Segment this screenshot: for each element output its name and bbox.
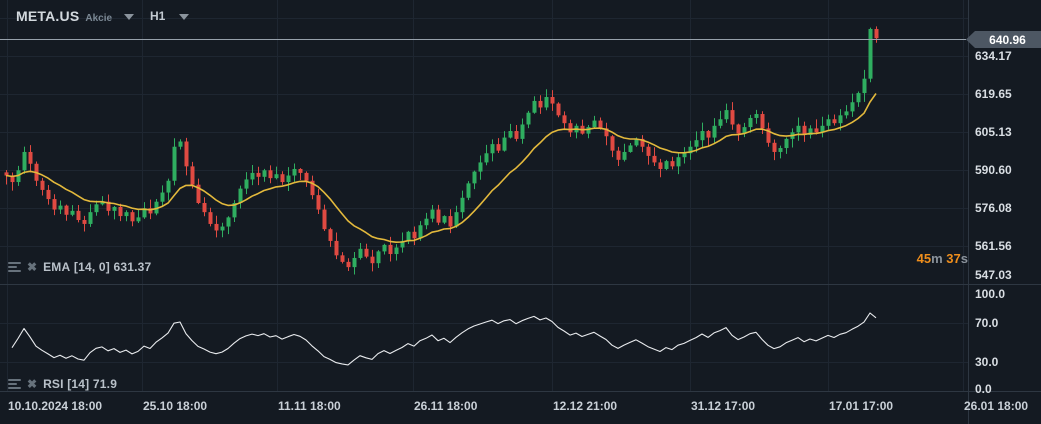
price-axis-tick: 576.08 xyxy=(975,201,1012,215)
time-axis-tick: 12.12 21:00 xyxy=(553,399,618,413)
ema-indicator-row: ✖ EMA [14, 0] 631.37 xyxy=(8,260,151,274)
asset-class-label: Akcie xyxy=(85,13,113,24)
indicator-remove-icon[interactable]: ✖ xyxy=(27,377,38,391)
chevron-down-icon xyxy=(124,14,135,20)
indicator-settings-icon[interactable] xyxy=(8,260,21,274)
time-axis-tick: 25.10 18:00 xyxy=(143,399,208,413)
indicator-remove-icon[interactable]: ✖ xyxy=(27,260,38,274)
time-axis-tick: 31.12 17:00 xyxy=(691,399,756,413)
timeframe-selector[interactable]: H1 xyxy=(150,9,190,23)
symbol-selector[interactable]: META.US Akcie xyxy=(16,8,135,24)
rsi-indicator-row: ✖ RSI [14] 71.9 xyxy=(8,377,117,391)
price-axis-tick: 634.17 xyxy=(975,49,1012,63)
candle-countdown: 45m 37s xyxy=(916,251,968,266)
rsi-value: 71.9 xyxy=(92,377,118,391)
rsi-axis-tick: 70.0 xyxy=(975,316,999,330)
indicator-settings-icon[interactable] xyxy=(8,377,21,391)
price-axis-tick: 561.56 xyxy=(975,239,1012,253)
ema-value: 631.37 xyxy=(113,260,152,274)
rsi-axis-tick: 100.0 xyxy=(975,287,1006,301)
time-axis-tick: 11.11 18:00 xyxy=(278,399,341,413)
price-axis-tick: 590.60 xyxy=(975,163,1012,177)
timeframe-label: H1 xyxy=(150,9,166,23)
rsi-axis-tick: 30.0 xyxy=(975,355,999,369)
rsi-axis-tick: 0.0 xyxy=(975,382,992,396)
time-axis-tick: 10.10.2024 18:00 xyxy=(8,399,103,413)
chevron-down-icon xyxy=(179,14,190,20)
current-price-badge: 640.96 xyxy=(966,31,1041,48)
ema-label: EMA [14, 0] 631.37 xyxy=(43,260,152,274)
rsi-label: RSI [14] 71.9 xyxy=(43,377,118,391)
price-axis-tick: 619.65 xyxy=(975,87,1012,101)
time-axis-tick: 26.11 18:00 xyxy=(414,399,478,413)
price-axis-tick: 547.03 xyxy=(975,268,1012,282)
price-axis-tick: 605.13 xyxy=(975,125,1012,139)
symbol-name: META.US xyxy=(16,8,80,24)
time-axis-tick: 17.01 17:00 xyxy=(829,399,894,413)
time-axis-tick: 26.01 18:00 xyxy=(964,399,1029,413)
